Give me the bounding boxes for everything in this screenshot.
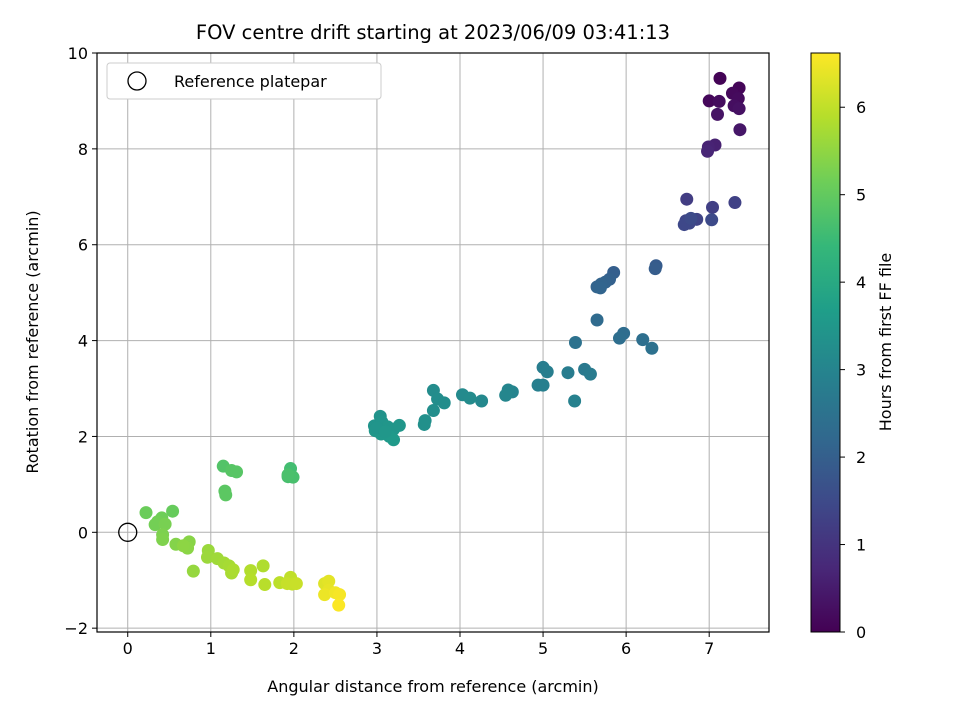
- data-point: [426, 404, 440, 418]
- y-axis-ticks: −2 0 2 4 6 8 10: [64, 44, 97, 638]
- data-point: [463, 391, 477, 405]
- colorbar-tick-label: 6: [856, 98, 866, 117]
- data-point: [540, 365, 554, 379]
- y-tick-label: 4: [78, 332, 88, 351]
- x-tick-label: 1: [206, 639, 216, 658]
- x-axis-label: Angular distance from reference (arcmin): [267, 677, 598, 696]
- y-tick-label: 2: [78, 427, 88, 446]
- y-tick-label: 0: [78, 523, 88, 542]
- data-point: [499, 388, 513, 402]
- data-point: [593, 281, 607, 295]
- data-point: [156, 532, 170, 546]
- data-point: [636, 333, 650, 347]
- colorbar-tick-label: 1: [856, 536, 866, 555]
- data-point: [701, 144, 715, 158]
- legend-entry-reference: Reference platepar: [174, 72, 327, 91]
- data-point: [139, 506, 153, 520]
- data-point: [148, 518, 162, 532]
- y-tick-label: 6: [78, 236, 88, 255]
- data-point: [536, 378, 550, 392]
- data-point: [684, 211, 698, 225]
- data-point: [186, 564, 200, 578]
- data-point: [713, 71, 727, 85]
- data-point: [332, 598, 346, 612]
- data-point: [645, 341, 659, 355]
- data-point: [732, 102, 746, 116]
- data-point: [166, 504, 180, 518]
- data-point: [387, 433, 401, 447]
- colorbar-tick-label: 0: [856, 623, 866, 642]
- data-point: [256, 559, 270, 573]
- data-point: [733, 123, 747, 137]
- grid-lines: [97, 52, 769, 632]
- x-tick-label: 6: [621, 639, 631, 658]
- x-axis-ticks: 0 1 2 3 4 5 6 7: [123, 632, 714, 658]
- data-point: [322, 574, 336, 588]
- data-point: [219, 488, 233, 502]
- data-point: [437, 396, 451, 410]
- data-point: [244, 564, 258, 578]
- data-point: [230, 465, 244, 479]
- y-tick-label: −2: [64, 619, 88, 638]
- data-point: [244, 573, 258, 587]
- data-point: [392, 418, 406, 432]
- data-point: [280, 577, 294, 591]
- colorbar-tick-label: 3: [856, 361, 866, 380]
- x-tick-label: 5: [538, 639, 548, 658]
- data-point: [583, 367, 597, 381]
- data-point: [318, 588, 332, 602]
- data-point: [712, 94, 726, 108]
- reference-platepar-marker: [118, 522, 138, 542]
- colorbar: 0 1 2 3 4 5 6 Hours from first FF file: [810, 52, 895, 642]
- data-point: [258, 578, 272, 592]
- chart-title: FOV centre drift starting at 2023/06/09 …: [196, 21, 670, 44]
- data-point: [706, 200, 720, 214]
- legend: Reference platepar: [106, 62, 382, 100]
- colorbar-tick-label: 2: [856, 448, 866, 467]
- data-point: [568, 394, 582, 408]
- colorbar-tick-label: 5: [856, 186, 866, 205]
- data-point: [333, 588, 347, 602]
- colorbar-label: Hours from first FF file: [876, 253, 895, 432]
- data-point: [417, 417, 431, 431]
- legend-marker-reference: [127, 71, 147, 91]
- x-tick-label: 7: [704, 639, 714, 658]
- data-point: [612, 331, 626, 345]
- colorbar-gradient: [810, 52, 841, 633]
- colorbar-ticks: 0 1 2 3 4 5 6: [840, 98, 866, 642]
- data-point: [475, 394, 489, 408]
- data-point: [226, 563, 240, 577]
- x-tick-label: 0: [123, 639, 133, 658]
- data-point: [281, 468, 295, 482]
- colorbar-tick-label: 4: [856, 273, 866, 292]
- plot-frame: [96, 52, 770, 633]
- data-point: [680, 192, 694, 206]
- data-point: [705, 213, 719, 227]
- y-tick-label: 10: [68, 44, 88, 63]
- data-point: [176, 539, 190, 553]
- data-point: [200, 550, 214, 564]
- data-point: [702, 94, 716, 108]
- x-tick-label: 3: [372, 639, 382, 658]
- data-points: [118, 71, 747, 612]
- data-point: [568, 336, 582, 349]
- x-tick-label: 4: [455, 639, 465, 658]
- y-tick-label: 8: [78, 140, 88, 159]
- data-point: [710, 107, 724, 121]
- data-point: [590, 313, 604, 327]
- legend-box: [106, 62, 382, 100]
- data-point: [378, 425, 392, 439]
- x-tick-label: 2: [289, 639, 299, 658]
- y-axis-label: Rotation from reference (arcmin): [23, 210, 42, 473]
- data-point: [158, 517, 172, 531]
- data-point: [561, 366, 575, 380]
- data-point: [648, 262, 662, 276]
- data-point: [289, 577, 303, 591]
- data-point: [728, 196, 742, 210]
